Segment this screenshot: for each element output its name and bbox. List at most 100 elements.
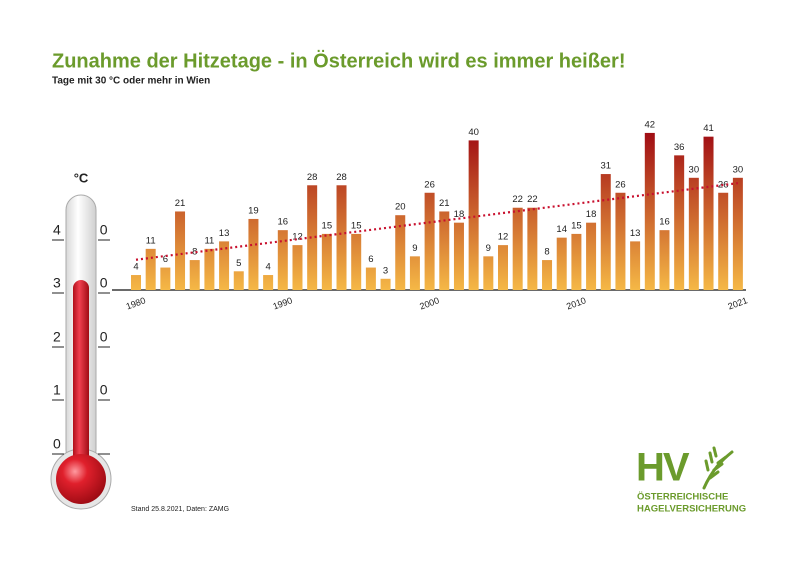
value-label: 20 xyxy=(395,202,406,213)
bar xyxy=(351,233,362,290)
value-label: 28 xyxy=(336,172,347,183)
x-tick-label: 2010 xyxy=(565,295,587,311)
bar xyxy=(189,260,200,290)
bar xyxy=(145,248,156,290)
value-label: 4 xyxy=(133,262,138,273)
value-label: 22 xyxy=(512,194,523,205)
bar xyxy=(571,233,582,290)
value-label: 18 xyxy=(454,209,465,220)
value-label: 21 xyxy=(439,198,450,209)
bar xyxy=(160,267,171,290)
bar xyxy=(277,230,288,290)
value-label: 26 xyxy=(615,179,626,190)
thermo-tick-label: 30 xyxy=(53,275,147,291)
bar xyxy=(542,260,553,290)
value-label: 3 xyxy=(383,265,388,276)
value-label: 18 xyxy=(586,209,597,220)
thermo-tick-label: 0 xyxy=(53,436,100,452)
value-label: 28 xyxy=(307,172,318,183)
bar xyxy=(219,241,230,290)
bar xyxy=(586,222,597,290)
trend-line xyxy=(135,182,739,261)
bar xyxy=(131,275,141,290)
value-label: 16 xyxy=(278,217,289,228)
bar xyxy=(644,132,655,290)
value-label: 36 xyxy=(674,142,685,153)
thermo-tick-label: 20 xyxy=(53,329,147,345)
bar xyxy=(204,248,215,290)
bar xyxy=(630,241,641,290)
x-tick-label: 2021 xyxy=(727,295,749,311)
value-label: 13 xyxy=(219,228,230,239)
thermo-tick-label: 10 xyxy=(53,382,147,398)
bar xyxy=(248,218,259,290)
bar xyxy=(674,155,685,290)
value-label: 41 xyxy=(703,123,714,134)
bar xyxy=(233,271,244,290)
value-label: 11 xyxy=(204,235,214,246)
thermo-tick-label: 40 xyxy=(53,222,147,238)
bar xyxy=(175,211,186,290)
bar xyxy=(336,185,347,290)
value-label: 6 xyxy=(163,254,168,265)
value-label: 5 xyxy=(236,258,241,269)
value-label: 26 xyxy=(424,179,435,190)
value-label: 14 xyxy=(556,224,567,235)
bar xyxy=(718,192,729,290)
x-tick-label: 1990 xyxy=(271,295,293,311)
logo-wheat xyxy=(702,446,734,490)
bar xyxy=(498,245,508,290)
value-label: 8 xyxy=(544,247,549,258)
value-label: 15 xyxy=(571,220,582,231)
value-label: 42 xyxy=(645,119,656,130)
bar xyxy=(424,192,435,290)
bar xyxy=(321,233,332,290)
value-label: 22 xyxy=(527,194,538,205)
value-label: 16 xyxy=(659,217,670,228)
bar xyxy=(307,185,318,290)
value-label: 31 xyxy=(600,161,611,172)
value-label: 6 xyxy=(368,254,373,265)
value-label: 30 xyxy=(689,164,700,175)
source-note: Stand 25.8.2021, Daten: ZAMG xyxy=(131,506,229,513)
logo-mark: HV xyxy=(636,446,690,490)
bar xyxy=(453,222,464,290)
bar xyxy=(439,211,450,290)
bar xyxy=(688,177,699,290)
x-tick-label: 1980 xyxy=(125,295,147,311)
value-label: 21 xyxy=(175,198,186,209)
bar xyxy=(527,207,538,290)
logo-text: ÖSTERREICHISCHE xyxy=(637,492,728,503)
bar xyxy=(556,237,567,290)
bar xyxy=(263,275,274,290)
value-label: 9 xyxy=(486,243,491,254)
bar xyxy=(659,230,670,290)
bar xyxy=(732,177,743,290)
bar xyxy=(409,256,420,290)
logo-text: HAGELVERSICHERUNG xyxy=(637,504,746,515)
bar xyxy=(365,267,376,290)
value-label: 12 xyxy=(498,232,509,243)
chart-subtitle: Tage mit 30 °C oder mehr in Wien xyxy=(52,76,210,87)
x-tick-label: 2000 xyxy=(418,295,440,311)
thermometer xyxy=(50,194,112,510)
bar xyxy=(395,215,406,290)
bar xyxy=(600,174,611,290)
value-label: 15 xyxy=(322,220,333,231)
value-label: 13 xyxy=(630,228,641,239)
value-label: 9 xyxy=(412,243,417,254)
bar xyxy=(468,140,479,290)
value-label: 12 xyxy=(292,232,303,243)
value-label: 8 xyxy=(192,247,197,258)
bar xyxy=(292,245,303,290)
chart-title: Zunahme der Hitzetage - in Österreich wi… xyxy=(52,49,626,72)
value-label: 4 xyxy=(265,262,270,273)
value-label: 30 xyxy=(733,164,744,175)
value-label: 15 xyxy=(351,220,362,231)
thermometer-unit: °C xyxy=(74,170,89,185)
bar xyxy=(512,207,523,290)
value-label: 19 xyxy=(248,205,259,216)
bar xyxy=(703,136,714,290)
bar xyxy=(380,278,391,290)
